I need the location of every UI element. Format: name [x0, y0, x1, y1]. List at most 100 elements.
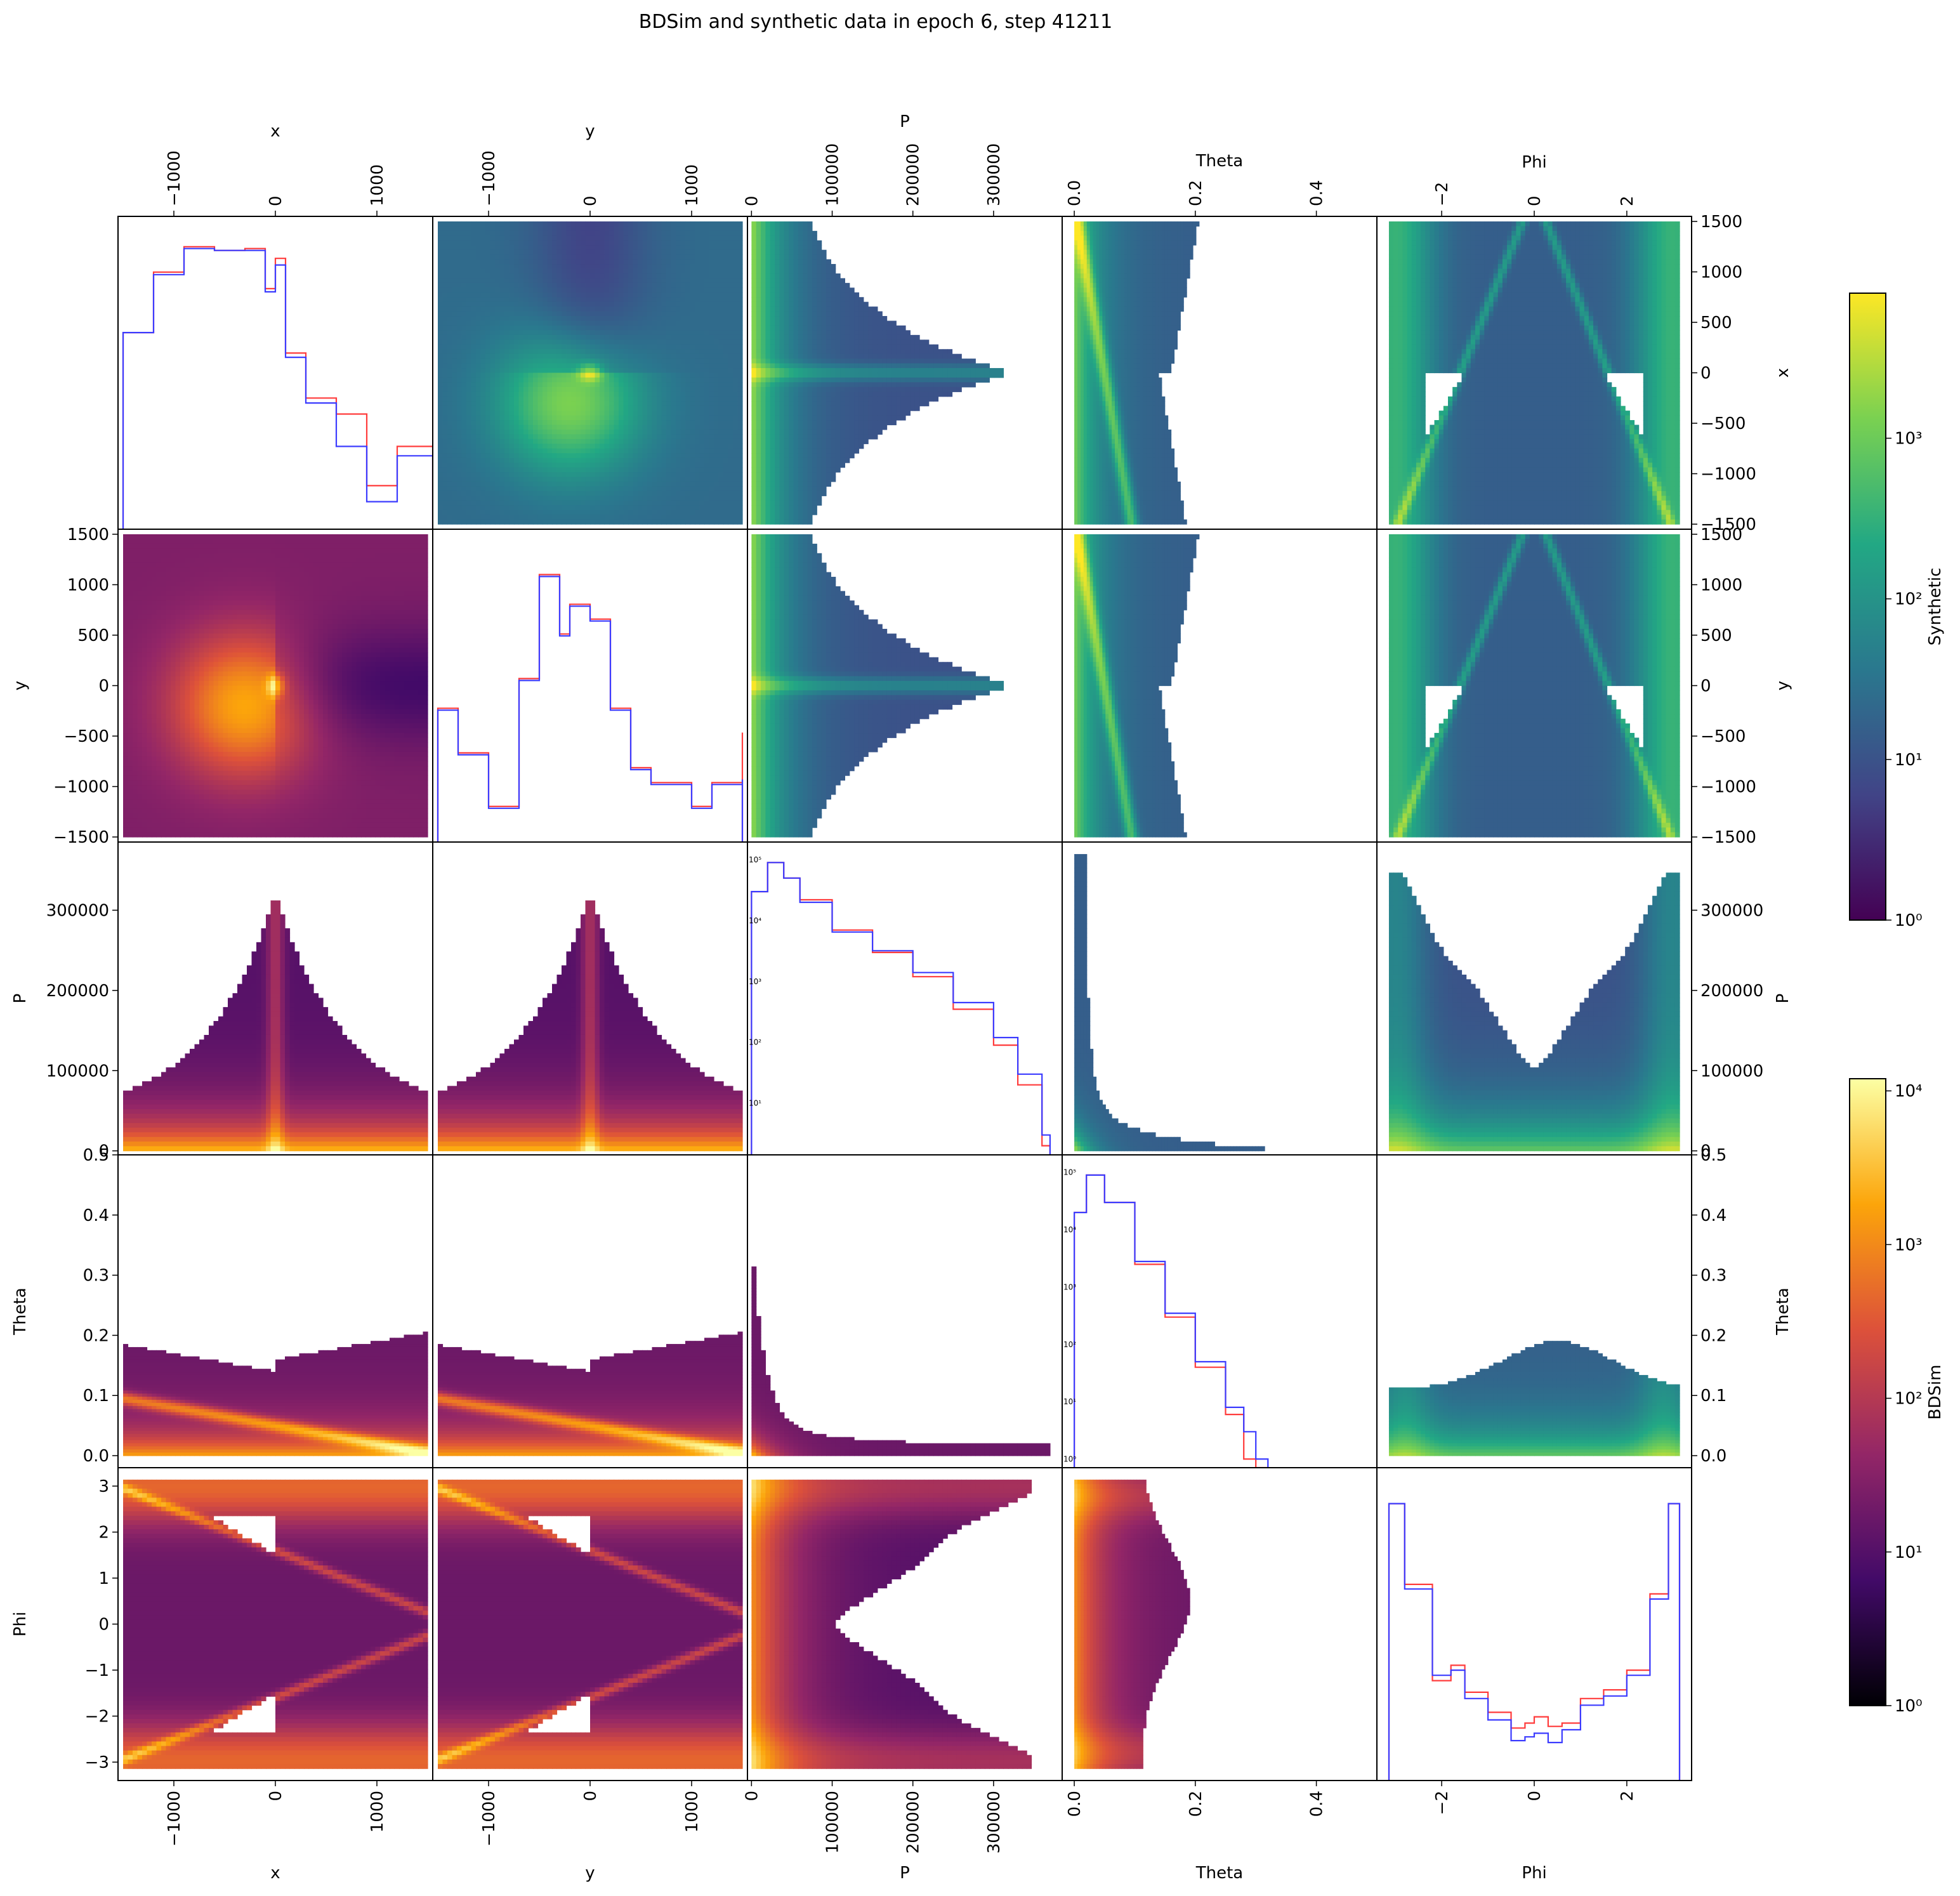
heatmap-cell [533, 344, 539, 350]
heatmap-cell [571, 401, 577, 407]
heatmap-cell [642, 363, 648, 369]
heatmap-cell [571, 486, 577, 492]
heatmap-cell [666, 297, 672, 303]
heatmap-cell [642, 282, 648, 288]
heatmap-cell [523, 401, 529, 407]
heatmap-cell [547, 515, 553, 520]
heatmap-cell [775, 368, 780, 374]
heatmap-cell [642, 349, 648, 355]
heatmap-cell [728, 415, 733, 421]
heatmap-cell [628, 273, 634, 279]
heatmap-cell [718, 438, 724, 444]
heatmap-cell [614, 359, 619, 364]
heatmap-cell [509, 463, 515, 468]
heatmap-cell [566, 481, 572, 487]
heatmap-cell [547, 396, 553, 402]
heatmap-cell [499, 221, 505, 227]
heatmap-cell [471, 438, 477, 444]
hist-ytick-label: 10³ [82, 484, 110, 503]
heatmap-cell [562, 264, 567, 270]
heatmap-cell [600, 386, 605, 392]
heatmap-cell [709, 444, 714, 449]
heatmap-cell [480, 292, 486, 298]
heatmap-cell [480, 363, 486, 369]
heatmap-cell [523, 481, 529, 487]
heatmap-cell [533, 254, 539, 260]
heatmap-cell [523, 235, 529, 241]
heatmap-cell [798, 245, 803, 251]
heatmap-cell [518, 240, 524, 246]
heatmap-cell [737, 353, 743, 359]
heatmap-cell [775, 278, 780, 284]
heatmap-cell [704, 226, 710, 232]
heatmap-cell [471, 425, 477, 430]
heatmap-cell [590, 359, 596, 364]
heatmap-cell [523, 230, 529, 236]
heatmap-cell [447, 368, 453, 374]
heatmap-cell [765, 301, 771, 307]
heatmap-cell [485, 453, 491, 459]
heatmap-cell [457, 235, 463, 241]
heatmap-cell [590, 334, 596, 340]
heatmap-cell [585, 405, 591, 411]
heatmap-cell [638, 249, 643, 255]
heatmap-cell [523, 486, 529, 492]
heatmap-cell [452, 245, 457, 251]
heatmap-cell [614, 311, 619, 317]
heatmap-cell [704, 249, 710, 255]
heatmap-cell [737, 306, 743, 312]
heatmap-cell [552, 259, 558, 265]
heatmap-cell [671, 490, 676, 496]
heatmap-cell [723, 245, 729, 251]
heatmap-cell [671, 221, 676, 227]
heatmap-cell [789, 505, 794, 511]
heatmap-cell [661, 519, 667, 525]
heatmap-cell [466, 458, 472, 463]
heatmap-cell [623, 363, 629, 369]
heatmap-cell [770, 306, 775, 312]
heatmap-cell [499, 235, 505, 241]
heatmap-cell [619, 301, 624, 307]
heatmap-cell [761, 230, 766, 236]
heatmap-cell [518, 230, 524, 236]
heatmap-cell [728, 254, 733, 260]
heatmap-cell [518, 268, 524, 274]
heatmap-cell [661, 505, 667, 511]
heatmap-cell [642, 278, 648, 284]
heatmap-cell [756, 301, 761, 307]
heatmap-cell [723, 425, 729, 430]
heatmap-cell [514, 496, 520, 501]
heatmap-cell [761, 425, 766, 430]
heatmap-cell [733, 477, 739, 482]
heatmap-cell [685, 240, 691, 246]
heatmap-cell [756, 349, 761, 355]
heatmap-cell [523, 330, 529, 336]
heatmap-cell [652, 444, 657, 449]
heatmap-cell [547, 221, 553, 227]
heatmap-cell [576, 349, 581, 355]
heatmap-cell [733, 434, 739, 440]
heatmap-cell [523, 287, 529, 293]
heatmap-cell [666, 515, 672, 520]
heatmap-cell [699, 254, 705, 260]
heatmap-cell [576, 453, 581, 459]
heatmap-cell [638, 268, 643, 274]
heatmap-cell [751, 481, 757, 487]
heatmap-cell [793, 230, 799, 236]
heatmap-cell [756, 330, 761, 336]
heatmap-cell [614, 405, 619, 411]
heatmap-cell [543, 330, 548, 336]
heatmap-cell [571, 420, 577, 426]
heatmap-cell [704, 259, 710, 265]
heatmap-cell [765, 477, 771, 482]
heatmap-cell [581, 240, 586, 246]
heatmap-cell [728, 273, 733, 279]
heatmap-cell [765, 396, 771, 402]
heatmap-cell [652, 510, 657, 515]
heatmap-cell [623, 438, 629, 444]
heatmap-cell [619, 372, 624, 378]
heatmap-cell [633, 221, 638, 227]
heatmap-cell [533, 429, 539, 435]
heatmap-cell [775, 438, 780, 444]
heatmap-cell [756, 226, 761, 232]
